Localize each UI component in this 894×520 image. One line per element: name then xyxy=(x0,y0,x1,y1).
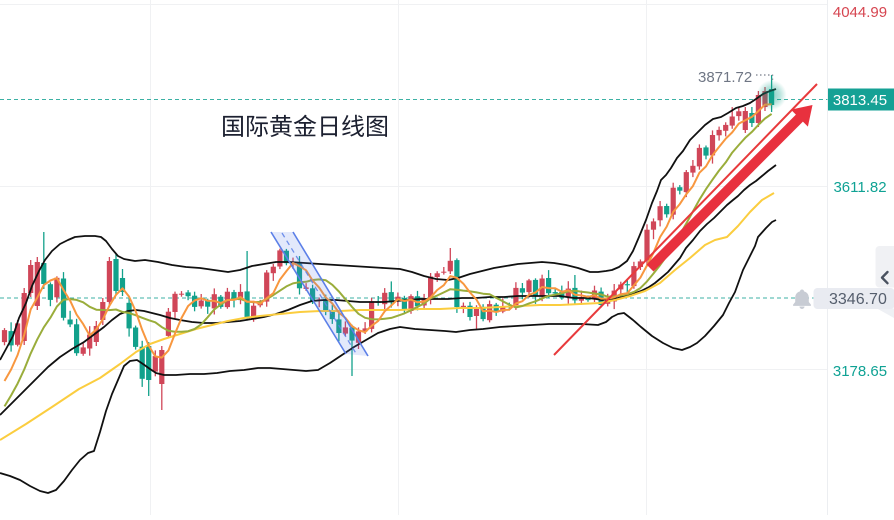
svg-text:3611.82: 3611.82 xyxy=(833,179,886,196)
svg-text:4044.99: 4044.99 xyxy=(833,4,887,21)
svg-text:3871.72: 3871.72 xyxy=(698,69,752,86)
svg-text:3346.70: 3346.70 xyxy=(829,291,887,308)
svg-text:3813.45: 3813.45 xyxy=(833,92,887,109)
svg-text:3178.65: 3178.65 xyxy=(833,363,887,380)
